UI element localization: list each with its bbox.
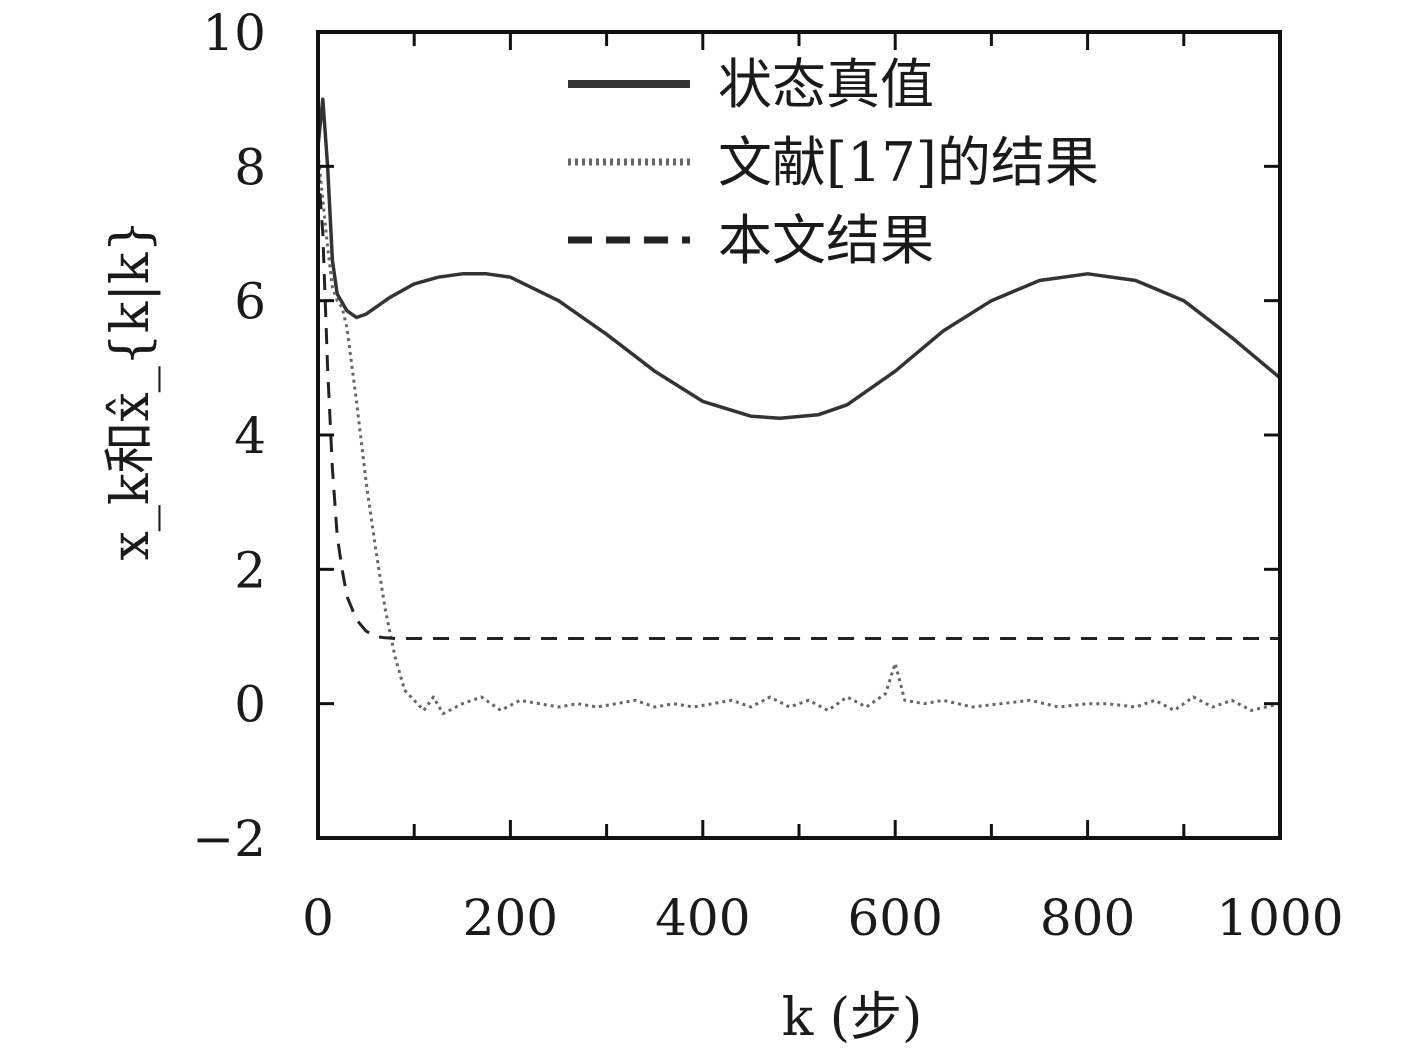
y-tick-label: 2 xyxy=(234,541,266,599)
y-tick-label: 4 xyxy=(234,407,266,465)
y-axis-title: x_k和x̂_{k|k} xyxy=(101,220,161,561)
legend-label-2: 文献[17]的结果 xyxy=(718,131,1099,194)
y-tick-label: 8 xyxy=(234,138,266,196)
series-line-2 xyxy=(316,152,1281,716)
y-tick-label: 10 xyxy=(202,4,266,62)
x-tick-label: 0 xyxy=(302,889,334,947)
x-tick-label: 200 xyxy=(463,889,558,947)
y-tick-label: 6 xyxy=(234,273,266,331)
x-tick-label: 800 xyxy=(1040,889,1135,947)
x-tick-label: 1000 xyxy=(1216,889,1343,947)
legend-label-1: 状态真值 xyxy=(718,53,934,116)
x-tick-label: 400 xyxy=(655,889,750,947)
x-tick-label: 600 xyxy=(847,889,942,947)
series-line-3 xyxy=(316,166,1280,640)
ticks-layer: 0 200 400 600 800 1000 −2 0 2 4 6 8 10 xyxy=(192,4,1343,947)
legend-label-3: 本文结果 xyxy=(718,209,934,272)
y-tick-label: −2 xyxy=(192,810,266,868)
series-line-1 xyxy=(316,97,1282,420)
series-layer xyxy=(316,97,1282,716)
x-axis-title: k (步) xyxy=(782,988,923,1048)
y-tick-label: 0 xyxy=(234,676,266,734)
